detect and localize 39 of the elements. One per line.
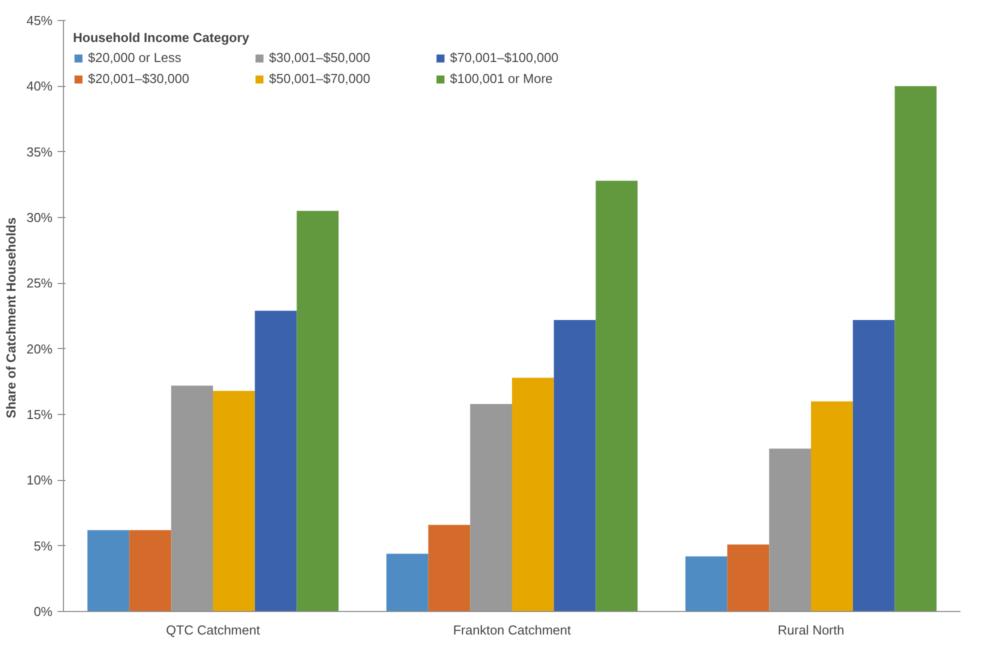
bar: [685, 556, 728, 612]
legend-label: $30,001–$50,000: [269, 50, 372, 65]
bar: [852, 320, 895, 612]
bar: [769, 448, 811, 612]
y-tick-label: 40%: [26, 78, 53, 94]
bar: [811, 401, 853, 612]
y-tick-label: 10%: [26, 472, 53, 488]
bar: [213, 390, 255, 612]
legend-label: $100,001 or More: [450, 71, 554, 86]
y-tick-label: 20%: [26, 341, 53, 356]
y-tick-label: 30%: [26, 210, 53, 225]
bar: [512, 378, 554, 612]
bar: [129, 530, 172, 612]
y-tick-label: 45%: [26, 13, 53, 28]
bar: [296, 210, 339, 612]
legend-label: $20,001–$30,000: [88, 71, 190, 86]
y-tick-label: 35%: [26, 144, 53, 160]
x-tick-label: Rural North: [778, 622, 844, 638]
legend-label: $50,001–$70,000: [269, 71, 372, 86]
bar: [470, 404, 512, 612]
y-tick-label: 0%: [34, 604, 53, 619]
bar: [596, 180, 638, 612]
bar: [727, 544, 770, 612]
legend-label: $20,000 or Less: [88, 50, 182, 65]
y-tick-label: 5%: [34, 538, 53, 554]
legend-title: Household Income Category: [73, 30, 250, 45]
legend-label: $70,001–$100,000: [450, 50, 560, 65]
bar: [171, 386, 213, 612]
y-tick-label: 25%: [26, 276, 53, 291]
bar: [894, 86, 937, 612]
bar: [554, 320, 596, 612]
x-tick-label: Frankton Catchment: [453, 622, 572, 638]
x-tick-label: QTC Catchment: [166, 622, 260, 638]
bar: [386, 554, 428, 612]
bar: [87, 530, 130, 612]
bar: [254, 310, 297, 612]
y-axis-title: Share of Catchment Households: [3, 217, 18, 418]
y-tick-label: 15%: [26, 407, 53, 422]
bar: [428, 524, 470, 612]
